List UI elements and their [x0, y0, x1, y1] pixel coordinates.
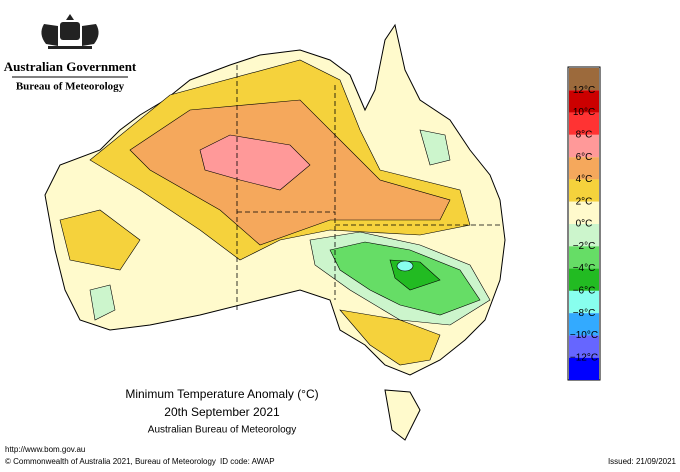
legend-label: 6°C — [576, 152, 593, 163]
map-source: Australian Bureau of Meteorology — [148, 425, 296, 436]
legend-swatch — [569, 335, 599, 358]
legend-label: 2°C — [576, 196, 593, 207]
legend-swatch — [569, 246, 599, 269]
map-title: Minimum Temperature Anomaly (°C) — [125, 387, 318, 401]
coat-of-arms — [41, 14, 99, 49]
legend-swatch — [569, 134, 599, 158]
legend-swatch — [569, 290, 599, 314]
footer-id: ID code: AWAP — [220, 457, 275, 466]
legend-swatch — [569, 157, 599, 180]
legend-label: 10°C — [573, 107, 595, 118]
legend: 12°C 10°C 8°C 6°C 4°C 2°C 0°C −2°C −4°C −6°C −8°C −… — [569, 68, 599, 380]
map-date: 20th September 2021 — [164, 405, 280, 419]
legend-label: −8°C — [573, 308, 596, 319]
legend-label: −10°C — [570, 330, 598, 341]
agency-name: Bureau of Meteorology — [16, 81, 125, 93]
legend-label: −4°C — [573, 263, 596, 274]
footer-url: http://www.bom.gov.au — [5, 445, 85, 454]
legend-swatch — [569, 179, 599, 202]
legend-swatch — [569, 90, 599, 113]
legend-label: 0°C — [576, 219, 593, 230]
footer-issued: Issued: 21/09/2021 — [608, 457, 677, 466]
legend-swatch — [569, 68, 599, 91]
legend-label: 8°C — [576, 129, 593, 140]
legend-swatch — [569, 112, 599, 135]
legend-label: 12°C — [573, 85, 595, 96]
legend-label: −2°C — [573, 241, 596, 252]
legend-swatch — [569, 357, 599, 380]
government-name: Australian Government — [4, 59, 137, 74]
legend-swatch — [569, 224, 599, 247]
legend-label: −6°C — [573, 285, 596, 296]
legend-swatch — [569, 268, 599, 291]
legend-label: 4°C — [576, 174, 593, 185]
australia-map — [44, 23, 506, 441]
legend-swatch — [569, 201, 599, 224]
legend-label: −12°C — [570, 352, 598, 363]
footer-copyright: © Commonwealth of Australia 2021, Bureau… — [5, 457, 216, 466]
legend-swatch — [569, 313, 599, 336]
